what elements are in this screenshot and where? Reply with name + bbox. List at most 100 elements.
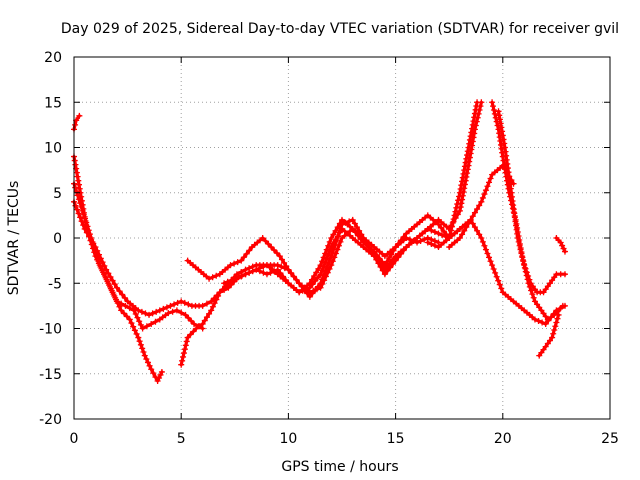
data-point xyxy=(354,224,361,231)
data-point xyxy=(464,152,471,159)
data-point xyxy=(386,254,393,261)
data-point xyxy=(101,262,108,269)
data-point xyxy=(206,275,213,282)
data-point xyxy=(86,233,93,240)
data-point xyxy=(438,224,445,231)
data-point xyxy=(486,254,493,261)
data-point xyxy=(216,289,223,296)
data-point xyxy=(182,311,189,318)
series-track-11 xyxy=(495,108,568,296)
data-point xyxy=(486,179,493,186)
data-point xyxy=(293,276,300,283)
data-point xyxy=(336,220,343,227)
data-point xyxy=(395,240,402,247)
data-point xyxy=(501,140,508,147)
data-point xyxy=(78,203,85,210)
data-point xyxy=(459,174,466,181)
data-point xyxy=(526,276,533,283)
data-point xyxy=(542,286,549,293)
data-point xyxy=(208,298,215,305)
data-point xyxy=(256,268,263,275)
data-point xyxy=(478,235,485,241)
data-point xyxy=(96,251,103,258)
data-point xyxy=(80,211,87,218)
data-point xyxy=(156,307,163,314)
data-point xyxy=(459,196,466,203)
data-point xyxy=(539,319,546,326)
data-point xyxy=(471,224,478,231)
data-point xyxy=(143,323,150,330)
data-point xyxy=(180,350,187,357)
data-point xyxy=(554,315,561,322)
data-point xyxy=(546,280,553,287)
data-point xyxy=(474,227,481,234)
data-point xyxy=(330,231,337,238)
data-point xyxy=(474,99,481,106)
data-point xyxy=(135,334,142,341)
data-point xyxy=(371,248,378,255)
data-point xyxy=(196,323,203,330)
data-point xyxy=(468,129,475,136)
data-point xyxy=(317,280,324,287)
x-axis-label: GPS time / hours xyxy=(281,459,398,475)
data-point xyxy=(133,330,140,337)
data-point xyxy=(329,249,336,256)
data-point xyxy=(169,308,176,315)
data-point xyxy=(203,314,210,321)
data-point xyxy=(476,202,483,209)
data-point xyxy=(137,341,144,348)
series-track-12 xyxy=(536,311,562,359)
data-point xyxy=(376,255,383,262)
data-point xyxy=(553,319,560,326)
x-tick-label: 5 xyxy=(177,431,186,447)
data-point xyxy=(463,224,470,231)
data-point xyxy=(72,184,79,191)
data-point xyxy=(352,229,359,236)
data-point xyxy=(191,320,198,327)
series-track-3 xyxy=(71,180,206,332)
y-tick-label: 10 xyxy=(44,141,62,157)
data-point xyxy=(174,299,181,306)
data-point xyxy=(523,269,530,276)
data-point xyxy=(140,349,147,356)
data-point xyxy=(238,272,245,279)
data-point xyxy=(199,302,206,309)
data-point xyxy=(231,260,238,267)
data-point xyxy=(288,270,295,277)
data-point xyxy=(152,374,159,381)
x-tick-label: 25 xyxy=(601,431,619,447)
data-point xyxy=(88,236,95,243)
data-point xyxy=(243,250,250,257)
data-point xyxy=(458,182,465,189)
data-point xyxy=(118,300,125,307)
data-point xyxy=(313,269,320,276)
data-point xyxy=(514,235,521,241)
data-point xyxy=(447,227,454,234)
data-point xyxy=(227,262,234,269)
data-point xyxy=(157,371,164,378)
data-point xyxy=(536,352,543,359)
data-point xyxy=(103,266,110,273)
data-point xyxy=(132,311,139,318)
y-tick-label: -20 xyxy=(39,412,62,428)
data-point xyxy=(130,323,137,330)
data-point xyxy=(163,304,170,311)
data-point xyxy=(107,283,114,290)
data-point xyxy=(259,235,266,241)
data-point xyxy=(304,290,311,297)
data-point xyxy=(457,204,464,211)
data-point xyxy=(529,283,536,290)
data-point xyxy=(431,242,438,249)
data-point xyxy=(320,254,327,261)
data-point xyxy=(109,277,116,284)
data-point xyxy=(180,353,187,360)
data-point xyxy=(387,259,394,266)
data-point xyxy=(450,216,457,223)
data-point xyxy=(540,346,547,353)
data-point xyxy=(325,242,332,249)
x-tick-label: 0 xyxy=(70,431,79,447)
data-point xyxy=(456,193,463,200)
data-point xyxy=(466,140,473,147)
data-point xyxy=(349,225,356,232)
